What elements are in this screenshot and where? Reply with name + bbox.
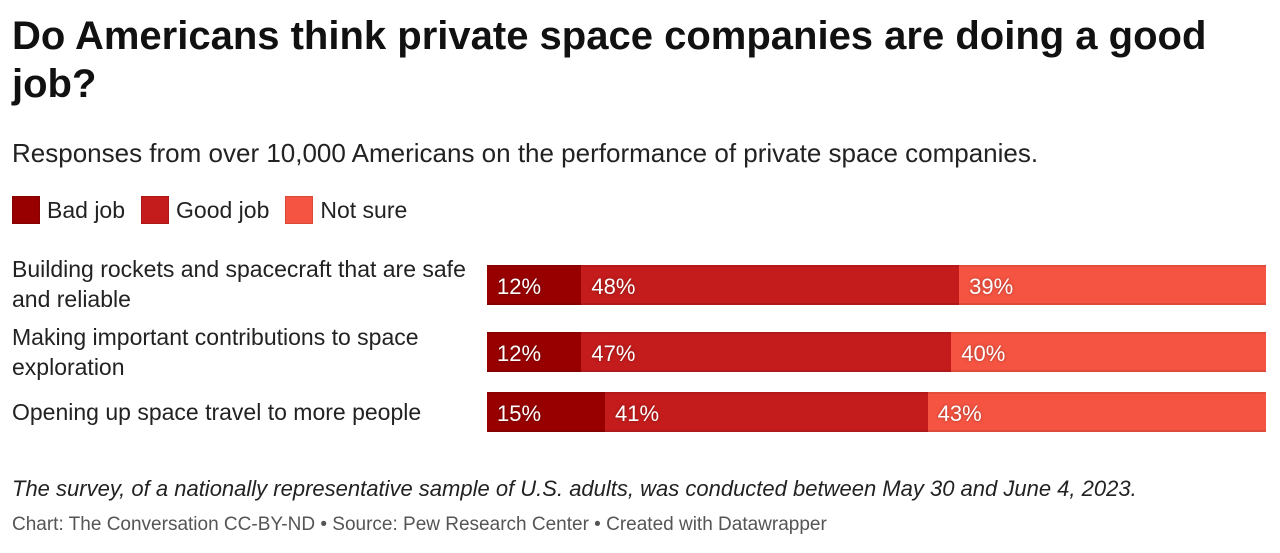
bar-segment-good-job: 48% (581, 265, 960, 305)
bar-segment-not-sure: 39% (959, 265, 1266, 305)
bar-segment-not-sure: 43% (927, 392, 1266, 432)
bar-row: 15% 41% 43% (487, 392, 1266, 432)
bar-segment-bad-job: 12% (487, 265, 582, 305)
data-label: 12% (497, 341, 542, 366)
legend: Bad job Good job Not sure (12, 196, 423, 224)
chart-footer: Chart: The Conversation CC-BY-ND • Sourc… (12, 514, 827, 535)
bar-segment-not-sure: 40% (951, 332, 1266, 372)
data-label: 40% (961, 341, 1006, 366)
data-label: 47% (591, 341, 636, 366)
legend-swatch-bad-job (12, 196, 40, 224)
bar-segment-bad-job: 12% (487, 332, 582, 372)
bar-segment-bad-job: 15% (487, 392, 606, 432)
data-label: 41% (615, 401, 660, 426)
chart-title: Do Americans think private space compani… (12, 14, 1207, 106)
legend-item-bad-job: Bad job (12, 196, 125, 224)
chart-subtitle: Responses from over 10,000 Americans on … (12, 138, 1039, 168)
bar-row: 12% 48% 39% (487, 265, 1266, 305)
legend-swatch-not-sure (285, 196, 314, 224)
legend-label: Bad job (47, 196, 126, 223)
legend-swatch-good-job (141, 196, 170, 224)
legend-label: Not sure (320, 196, 408, 223)
category-label: Building rockets and spacecraft that are… (12, 256, 466, 312)
data-label: 12% (497, 274, 542, 299)
category-label: Opening up space travel to more people (12, 399, 422, 425)
data-label: 48% (591, 274, 636, 299)
legend-item-not-sure: Not sure (285, 196, 407, 224)
bar-row: 12% 47% 40% (487, 332, 1266, 372)
data-label: 15% (497, 401, 542, 426)
legend-item-good-job: Good job (141, 196, 269, 224)
data-label: 43% (937, 401, 982, 426)
category-label: Making important contributions to space … (12, 324, 419, 380)
legend-label: Good job (176, 196, 270, 223)
chart-note: The survey, of a nationally representati… (12, 476, 1137, 501)
data-label: 39% (969, 274, 1014, 299)
bar-segment-good-job: 47% (581, 332, 952, 372)
bar-segment-good-job: 41% (605, 392, 928, 432)
